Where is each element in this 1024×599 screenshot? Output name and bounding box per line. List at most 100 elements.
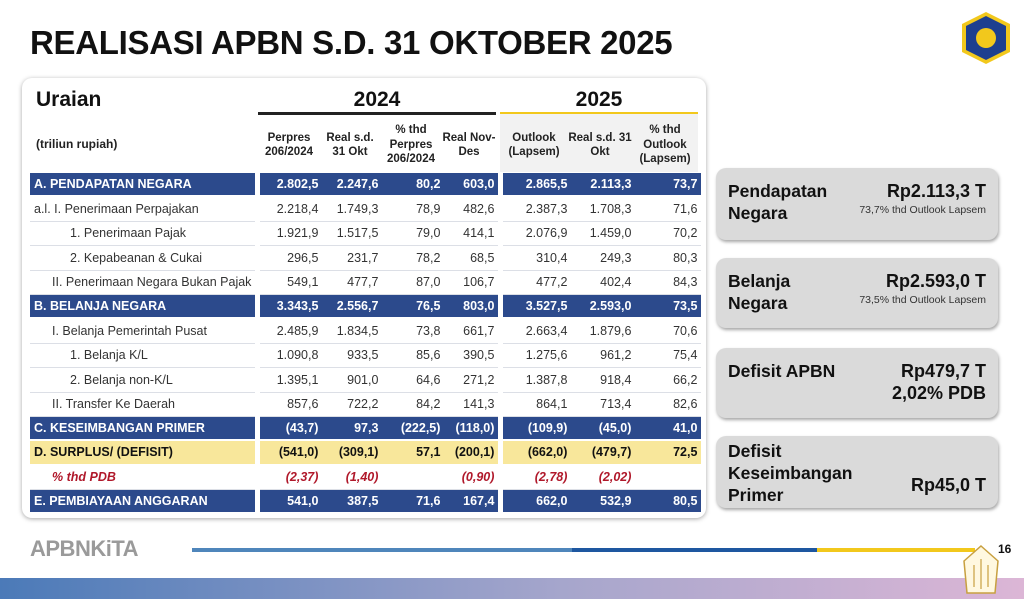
- row-label: I. Belanja Pemerintah Pusat: [30, 319, 256, 344]
- table-row: 1. Belanja K/L 1.090,8 933,5 85,6 390,5 1.275…: [30, 343, 702, 369]
- spacer: [255, 294, 261, 320]
- cell-value: 603,0: [444, 173, 499, 198]
- cell-value: 80,3: [635, 246, 702, 271]
- spacer: [498, 368, 504, 393]
- cell-value: 713,4: [571, 393, 636, 417]
- cell-value: [635, 466, 702, 491]
- cell-value: 482,6: [444, 197, 499, 222]
- col-header: Perpres 206/2024: [265, 131, 313, 158]
- cell-value: 141,3: [444, 393, 499, 417]
- cell-value: 1.387,8: [503, 368, 572, 393]
- spacer: [255, 319, 261, 344]
- cell-value: 2.802,5: [260, 173, 323, 198]
- cell-value: 296,5: [260, 246, 323, 271]
- row-label: B. BELANJA NEGARA: [30, 294, 256, 320]
- cell-value: 390,5: [444, 344, 499, 369]
- cell-value: 271,2: [444, 368, 499, 393]
- footer-bar: [572, 548, 817, 552]
- cell-value: 477,7: [322, 271, 383, 295]
- cell-value: 97,3: [322, 416, 383, 442]
- cell-value: 2.387,3: [503, 197, 572, 222]
- cell-value: 167,4: [444, 490, 499, 515]
- spacer: [498, 319, 504, 344]
- col-header: Outlook (Lapsem): [508, 131, 560, 158]
- table-row: I. Belanja Pemerintah Pusat 2.485,9 1.834,…: [30, 319, 702, 344]
- spacer: [255, 246, 261, 271]
- summary-value-2: 2,02% PDB: [891, 383, 986, 403]
- cell-value: (200,1): [444, 441, 499, 466]
- cell-value: 87,0: [382, 271, 445, 295]
- cell-value: 84,2: [382, 393, 445, 417]
- table-row: E. PEMBIAYAAN ANGGARAN 541,0 387,5 71,6 167,…: [30, 490, 702, 515]
- bottom-gradient: [0, 578, 1024, 599]
- cell-value: 71,6: [382, 490, 445, 515]
- year-2025: 2025: [575, 88, 623, 111]
- spacer: [498, 343, 504, 369]
- cell-value: 1.275,6: [503, 344, 572, 369]
- cell-value: 803,0: [444, 294, 499, 320]
- spacer: [255, 197, 261, 222]
- table-row: C. KESEIMBANGAN PRIMER (43,7) 97,3 (222,5)(…: [30, 416, 702, 442]
- spacer: [255, 270, 261, 295]
- spacer: [255, 392, 261, 417]
- cell-value: [382, 466, 445, 491]
- summary-card: Defisit APBN Rp479,7 T 2,02% PDB: [716, 348, 998, 418]
- cell-value: 73,8: [382, 319, 445, 344]
- spacer: [498, 441, 504, 466]
- table-row: a.l. I. Penerimaan Perpajakan 2.218,4 1.74…: [30, 197, 702, 222]
- spacer: [498, 173, 504, 198]
- cell-value: 1.834,5: [322, 319, 383, 344]
- summary-subtext: 73,7% thd Outlook Lapsem: [859, 204, 986, 216]
- footer-bar: [192, 548, 572, 552]
- cell-value: 541,0: [260, 490, 323, 515]
- spacer: [255, 490, 261, 515]
- cell-value: 933,5: [322, 344, 383, 369]
- summary-label: Belanja Negara: [728, 271, 791, 313]
- cell-value: 477,2: [503, 271, 572, 295]
- spacer: [255, 368, 261, 393]
- cell-value: 73,5: [635, 294, 702, 320]
- cell-value: 2.663,4: [503, 319, 572, 344]
- row-label: C. KESEIMBANGAN PRIMER: [30, 416, 256, 442]
- page-title: REALISASI APBN S.D. 31 OKTOBER 2025: [30, 24, 673, 61]
- cell-value: (45,0): [571, 416, 636, 442]
- cell-value: 72,5: [635, 441, 702, 466]
- spacer: [255, 343, 261, 369]
- table-row: % thd PDB (2,37) (1,40) (0,90) (2,78) (2,02): [30, 465, 702, 491]
- uraian-header: Uraian: [36, 88, 102, 111]
- cell-value: (2,02): [571, 466, 636, 491]
- page-number: 16: [998, 542, 1012, 556]
- cell-value: 80,2: [382, 173, 445, 198]
- cell-value: 2.113,3: [571, 173, 636, 198]
- cell-value: 79,0: [382, 222, 445, 247]
- spacer: [498, 197, 504, 222]
- table-row: 2. Kepabeanan & Cukai 296,5 231,7 78,2 68,5 3…: [30, 246, 702, 271]
- unit-label: (triliun rupiah): [36, 137, 118, 151]
- cell-value: 961,2: [571, 344, 636, 369]
- cell-value: 1.921,9: [260, 222, 323, 247]
- cell-value: (541,0): [260, 441, 323, 466]
- row-label: 2. Belanja non-K/L: [30, 368, 256, 393]
- cell-value: 1.395,1: [260, 368, 323, 393]
- cell-value: 85,6: [382, 344, 445, 369]
- summary-card: Defisit Keseimbangan Primer Rp45,0 T: [716, 436, 998, 508]
- cell-value: 1.708,3: [571, 197, 636, 222]
- apbn-table: A. PENDAPATAN NEGARA 2.802,5 2.247,6 80,2 60…: [30, 173, 702, 515]
- cell-value: 1.749,3: [322, 197, 383, 222]
- spacer: [498, 490, 504, 515]
- cell-value: 722,2: [322, 393, 383, 417]
- cell-value: 78,2: [382, 246, 445, 271]
- row-label: A. PENDAPATAN NEGARA: [30, 173, 256, 198]
- spacer: [498, 270, 504, 295]
- emblem-icon: [963, 545, 999, 594]
- ministry-logo-icon: [962, 12, 1010, 64]
- summary-label: Defisit APBN: [728, 361, 836, 381]
- cell-value: 387,5: [322, 490, 383, 515]
- cell-value: 64,6: [382, 368, 445, 393]
- cell-value: 1.459,0: [571, 222, 636, 247]
- cell-value: 2.247,6: [322, 173, 383, 198]
- summary-value: Rp45,0 T: [910, 475, 986, 495]
- cell-value: 70,6: [635, 319, 702, 344]
- row-label: a.l. I. Penerimaan Perpajakan: [30, 197, 256, 222]
- spacer: [255, 221, 261, 247]
